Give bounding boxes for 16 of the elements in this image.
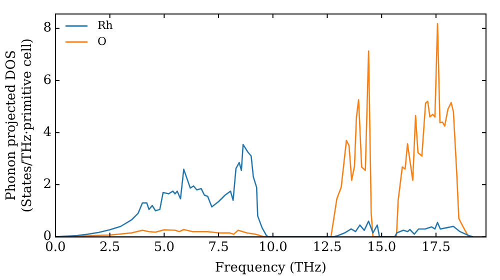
x-tick-label: 10.0 xyxy=(258,240,288,255)
x-tick-label: 5.0 xyxy=(154,240,175,255)
x-tick-label: 7.5 xyxy=(208,240,229,255)
x-tick-label: 15.0 xyxy=(367,240,396,255)
y-tick-label: 8 xyxy=(43,20,52,36)
x-tick-label: 0.0 xyxy=(45,240,66,255)
y-tick-label: 4 xyxy=(43,124,52,140)
y-axis-title: Phonon projected DOS (States/THz·primitive cell) xyxy=(4,38,35,212)
x-tick-label: 2.5 xyxy=(99,240,120,255)
x-tick-label: 17.5 xyxy=(422,240,450,255)
legend-label: Rh xyxy=(97,18,113,32)
y-tick-label: 6 xyxy=(43,72,52,88)
x-tick-label: 12.5 xyxy=(312,240,342,255)
x-axis-title: Frequency (THz) xyxy=(215,260,326,276)
legend-label: O xyxy=(97,34,106,48)
y-tick-label: 2 xyxy=(43,177,52,192)
